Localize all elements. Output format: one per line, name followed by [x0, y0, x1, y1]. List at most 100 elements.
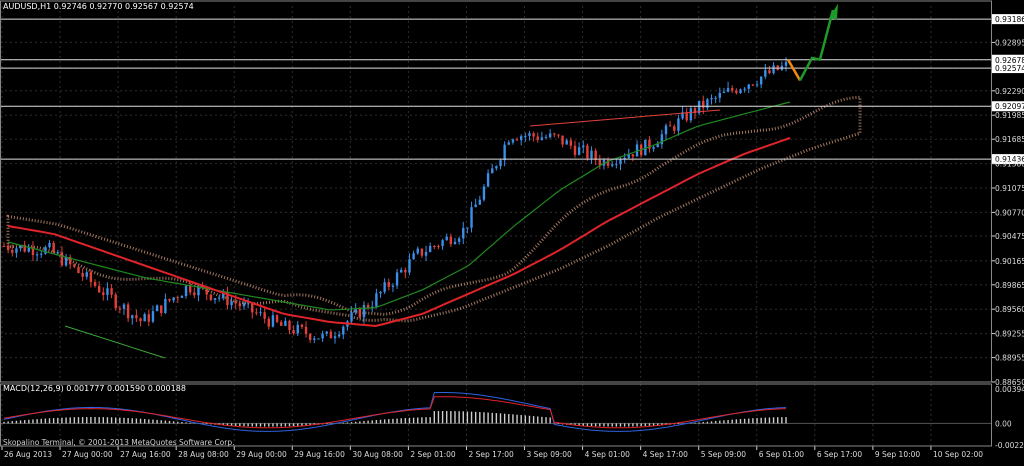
- y-tick-label: 0.91075: [995, 184, 1024, 193]
- macd-pane-border: [0, 383, 992, 447]
- y-tick-label: 0.91685: [995, 135, 1024, 144]
- candle-body: [627, 154, 630, 158]
- candle-body: [673, 126, 676, 131]
- candle-body: [44, 247, 47, 254]
- candle-body: [735, 90, 738, 93]
- candle-body: [209, 294, 213, 300]
- candle-body: [139, 318, 142, 322]
- candle-body: [784, 61, 788, 66]
- candle-body: [702, 100, 705, 108]
- candle-body: [664, 125, 668, 135]
- candle-body: [420, 248, 424, 256]
- candle-body: [772, 65, 775, 74]
- ma-fast-line: [7, 101, 791, 311]
- pullback-arrow: [786, 58, 802, 82]
- candle-body: [337, 334, 341, 337]
- candle-body: [6, 246, 10, 251]
- y-tick-label: 0.91380: [995, 160, 1024, 169]
- candle-body: [304, 326, 308, 334]
- x-tick-label: 2 Sep 01:00: [410, 450, 456, 459]
- candle-body: [693, 108, 697, 114]
- x-tick-label: 4 Sep 17:00: [643, 450, 689, 459]
- candle-body: [126, 304, 130, 319]
- macd-tick-label: 0.00: [995, 419, 1012, 428]
- candle-body: [648, 139, 651, 149]
- candle-body: [706, 99, 709, 108]
- y-tick-label: 0.90475: [995, 232, 1024, 241]
- candle-body: [383, 282, 386, 292]
- candle-body: [288, 320, 291, 331]
- candle-body: [275, 315, 279, 322]
- candle-body: [652, 147, 655, 149]
- x-tick-label: 30 Aug 08:00: [352, 450, 403, 459]
- candle-body: [412, 253, 415, 260]
- candle-body: [2, 246, 6, 247]
- candle-body: [197, 286, 200, 296]
- candle-body: [482, 186, 486, 200]
- candle-body: [457, 238, 461, 242]
- candle-body: [751, 84, 755, 86]
- candle-body: [48, 242, 51, 248]
- y-tick-label: 0.93186: [995, 15, 1024, 24]
- candle-body: [619, 159, 622, 165]
- candle-body: [242, 303, 246, 307]
- candle-body: [52, 242, 55, 253]
- signal-line: [3, 396, 787, 429]
- candle-body: [553, 133, 556, 135]
- candle-body: [524, 135, 527, 137]
- candle-body: [308, 333, 312, 340]
- x-tick-label: 26 Aug 2013: [4, 450, 52, 459]
- candle-body: [755, 84, 759, 86]
- candle-body: [246, 302, 250, 304]
- candle-body: [387, 282, 390, 287]
- candle-body: [93, 282, 97, 286]
- candle-body: [375, 293, 378, 307]
- candle-body: [267, 318, 271, 327]
- candle-body: [321, 333, 324, 339]
- x-axis: 26 Aug 2013 27 Aug 00:00 27 Aug 16:00 28 Au…: [1, 446, 983, 459]
- candle-body: [11, 250, 14, 253]
- y-tick-label: 0.90770: [995, 208, 1024, 217]
- candle-body: [106, 288, 109, 296]
- candle-body: [135, 315, 138, 319]
- moving-averages: [7, 101, 791, 328]
- x-tick-label: 5 Sep 09:00: [701, 450, 747, 459]
- candle-body: [462, 227, 465, 239]
- y-tick-label: 0.91985: [995, 111, 1024, 120]
- candle-body: [768, 70, 771, 74]
- candle-body: [408, 259, 411, 273]
- x-tick-label: 2 Sep 17:00: [468, 450, 514, 459]
- x-tick-label: 9 Sep 10:00: [875, 450, 921, 459]
- candle-body: [325, 331, 328, 334]
- candle-body: [317, 338, 320, 340]
- candle-body: [251, 302, 254, 313]
- candle-body: [449, 236, 453, 245]
- candle-body: [441, 240, 444, 247]
- macd-tick-label: 0.003947: [995, 385, 1024, 394]
- x-tick-label: 4 Sep 01:00: [585, 450, 631, 459]
- x-tick-label: 27 Aug 00:00: [62, 450, 113, 459]
- candle-body: [300, 324, 304, 327]
- candle-body: [710, 97, 713, 100]
- candle-body: [143, 314, 146, 322]
- projection-arrow-head: [829, 3, 838, 20]
- candle-body: [714, 97, 717, 99]
- candle-body: [507, 142, 510, 145]
- candle-body: [764, 70, 767, 77]
- candle-body: [747, 84, 750, 89]
- candle-body: [499, 160, 502, 167]
- candle-body: [271, 315, 275, 327]
- candle-body: [503, 144, 506, 161]
- resistance-trendline: [529, 109, 721, 127]
- y-tick-label: 0.92574: [995, 64, 1024, 73]
- candle-body: [118, 308, 122, 310]
- macd-pane: [0, 392, 991, 432]
- candle-body: [519, 136, 523, 141]
- candle-body: [280, 321, 283, 326]
- candle-body: [470, 207, 473, 228]
- y-tick-label: 0.91436: [995, 155, 1024, 164]
- candle-body: [586, 145, 589, 159]
- candle-body: [685, 112, 688, 121]
- candle-body: [577, 147, 581, 155]
